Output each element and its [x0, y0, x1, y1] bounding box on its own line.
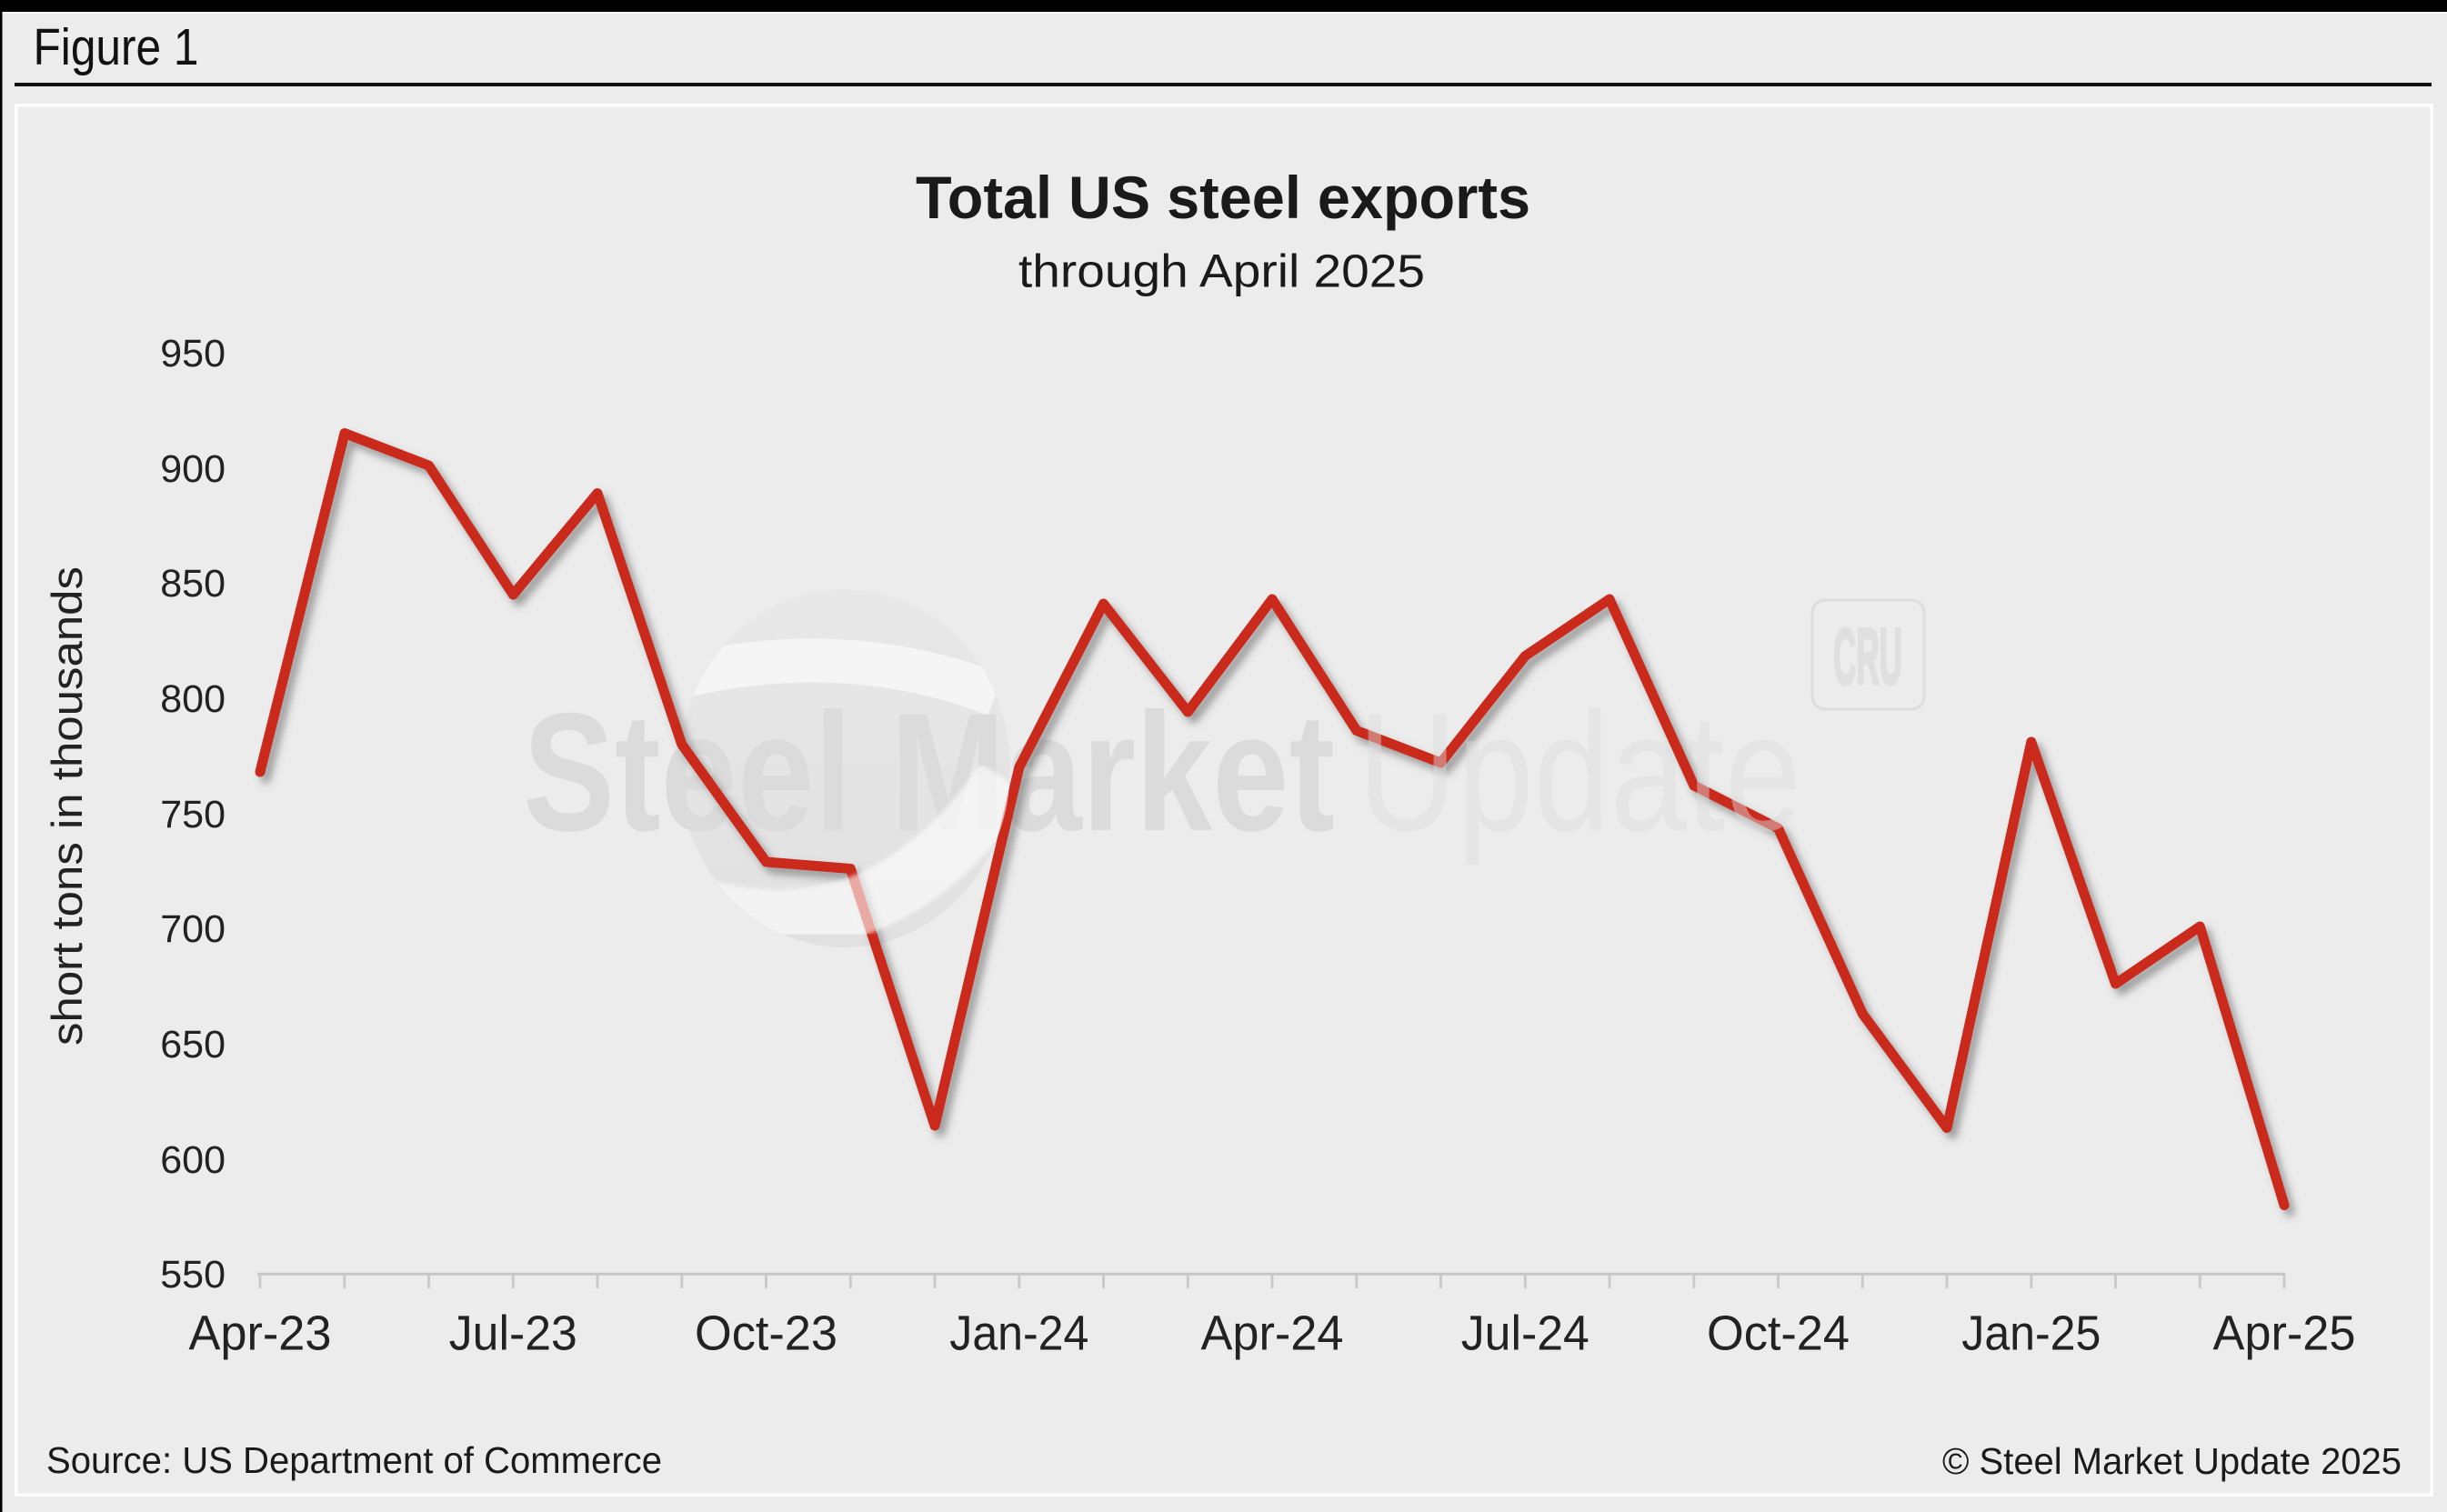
svg-text:Apr-25: Apr-25	[2213, 1307, 2356, 1361]
svg-text:Total US steel exports: Total US steel exports	[916, 164, 1530, 231]
svg-text:Jul-23: Jul-23	[449, 1307, 577, 1361]
svg-text:Source: US Department of Comme: Source: US Department of Commerce	[46, 1439, 662, 1481]
svg-text:Jan-25: Jan-25	[1961, 1307, 2101, 1361]
svg-text:750: 750	[160, 793, 226, 836]
svg-text:550: 550	[160, 1253, 226, 1297]
svg-text:800: 800	[160, 677, 226, 721]
svg-text:Apr-24: Apr-24	[1201, 1307, 1344, 1361]
svg-text:short tons in thousands: short tons in thousands	[43, 566, 91, 1046]
svg-text:Oct-23: Oct-23	[695, 1307, 837, 1361]
svg-text:650: 650	[160, 1023, 226, 1066]
svg-text:Update: Update	[1358, 679, 1801, 866]
svg-text:900: 900	[160, 447, 226, 491]
svg-text:© Steel Market Update 2025: © Steel Market Update 2025	[1942, 1440, 2402, 1482]
svg-text:Jul-24: Jul-24	[1461, 1307, 1590, 1361]
svg-text:850: 850	[160, 562, 226, 606]
svg-text:CRU: CRU	[1833, 613, 1902, 701]
svg-text:Jan-24: Jan-24	[949, 1307, 1088, 1361]
svg-text:600: 600	[160, 1138, 226, 1182]
svg-text:through April 2025: through April 2025	[1018, 245, 1425, 297]
svg-text:950: 950	[160, 332, 226, 375]
svg-text:Oct-24: Oct-24	[1707, 1307, 1850, 1361]
svg-text:Figure 1: Figure 1	[34, 18, 199, 76]
svg-text:Apr-23: Apr-23	[189, 1307, 332, 1361]
svg-text:700: 700	[160, 907, 226, 951]
